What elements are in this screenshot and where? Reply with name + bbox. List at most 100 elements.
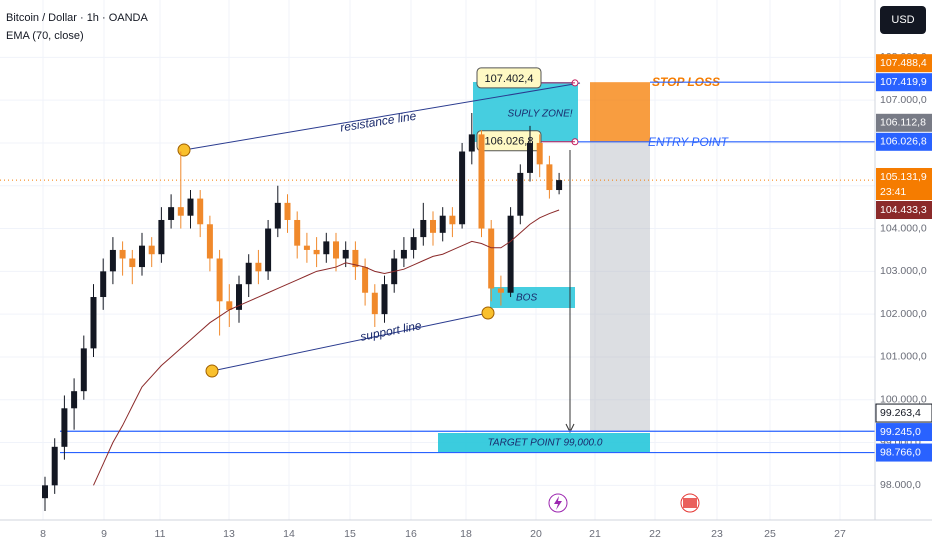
candle-body bbox=[245, 262, 252, 285]
candle-body bbox=[420, 219, 427, 238]
event-icon bbox=[554, 496, 562, 510]
x-tick-label: 13 bbox=[223, 528, 235, 540]
candle-body bbox=[226, 301, 233, 310]
price-label-box bbox=[876, 167, 932, 200]
candle-body bbox=[119, 249, 126, 259]
price-label-box bbox=[876, 113, 932, 132]
candle-body bbox=[187, 198, 194, 216]
price-label-box bbox=[876, 132, 932, 151]
x-tick-label: 22 bbox=[649, 528, 661, 540]
price-label-box bbox=[876, 54, 932, 73]
candle-body bbox=[439, 215, 446, 233]
pivot bbox=[481, 306, 495, 320]
candle-body bbox=[556, 180, 563, 191]
x-tick-label: 23 bbox=[711, 528, 723, 540]
candle-body bbox=[400, 249, 407, 259]
x-tick-label: 18 bbox=[460, 528, 472, 540]
candle-body bbox=[294, 219, 301, 246]
support-line bbox=[211, 312, 489, 372]
candle-body bbox=[468, 134, 475, 152]
axes: 98.000,099.000,0100.000,0101.000,0102.00… bbox=[40, 51, 932, 540]
candle-body bbox=[352, 249, 359, 268]
pivot bbox=[177, 143, 191, 157]
candle-body bbox=[410, 237, 417, 250]
price-label: 107.419,9 bbox=[880, 76, 927, 88]
candle-body bbox=[129, 258, 136, 268]
candle-body bbox=[527, 142, 533, 173]
candle-body bbox=[381, 284, 388, 315]
price-label: 106.026,8 bbox=[880, 136, 927, 148]
candle-body bbox=[71, 391, 78, 409]
x-tick-label: 20 bbox=[530, 528, 542, 540]
candle-body bbox=[459, 151, 466, 225]
resistance-line bbox=[183, 82, 581, 151]
price-label-box bbox=[876, 73, 932, 92]
candle-body bbox=[158, 219, 165, 255]
candle-body bbox=[177, 207, 184, 216]
candle-body bbox=[488, 228, 495, 289]
candle-body bbox=[430, 219, 436, 233]
price-label-box bbox=[876, 423, 932, 442]
candle-body bbox=[265, 228, 272, 272]
candle-body bbox=[197, 198, 204, 225]
candle-body bbox=[333, 241, 339, 259]
candle-body bbox=[371, 292, 378, 315]
bos-label: BOS bbox=[516, 293, 537, 304]
candle-body bbox=[236, 284, 242, 310]
target-label: TARGET POINT 99,000.0 bbox=[488, 438, 603, 449]
callout-label: 106.026,8 bbox=[485, 136, 534, 148]
candle-body bbox=[206, 224, 213, 259]
candle-body bbox=[546, 164, 553, 191]
candle-body bbox=[478, 134, 485, 229]
ema-line bbox=[93, 209, 560, 486]
price-label: 99.263,4 bbox=[880, 407, 921, 419]
x-tick-label: 15 bbox=[344, 528, 356, 540]
price-label: 99.245,0 bbox=[880, 426, 921, 438]
candle-body bbox=[51, 446, 58, 486]
supply-label: SUPLY ZONE! bbox=[507, 109, 572, 120]
price-label-box bbox=[875, 403, 932, 423]
y-tick-label: 104.000,0 bbox=[880, 222, 927, 234]
price-label-box bbox=[876, 200, 932, 219]
candle-body bbox=[536, 142, 543, 165]
price-label: 105.131,9 bbox=[880, 171, 927, 183]
y-tick-label: 107.000,0 bbox=[880, 94, 927, 106]
currency[interactable]: USD bbox=[891, 14, 914, 26]
candle-body bbox=[497, 288, 504, 293]
y-tick-label: 98.000,0 bbox=[880, 479, 921, 491]
candle-body bbox=[139, 245, 145, 268]
currency-button[interactable] bbox=[880, 6, 926, 34]
arrow-head bbox=[565, 423, 575, 434]
candle-body bbox=[517, 172, 524, 216]
y-tick-label: 102.000,0 bbox=[880, 308, 927, 320]
price-label: 107.488,4 bbox=[880, 57, 927, 69]
x-tick-label: 16 bbox=[405, 528, 417, 540]
candle-body bbox=[148, 245, 155, 255]
stop-zone bbox=[590, 82, 650, 142]
candle-body bbox=[284, 202, 291, 220]
candle-body bbox=[342, 249, 349, 259]
price-label: 104.433,3 bbox=[880, 204, 927, 216]
target-zone bbox=[590, 141, 650, 432]
callout-box bbox=[476, 130, 542, 152]
price-label: 106.112,8 bbox=[880, 117, 926, 129]
indicator-label: EMA (70, close) bbox=[6, 30, 84, 42]
candle-body bbox=[449, 215, 456, 225]
candle-body bbox=[323, 241, 330, 255]
y-tick-label: 103.000,0 bbox=[880, 265, 927, 277]
candle-body bbox=[507, 215, 514, 293]
candle-body bbox=[362, 267, 369, 293]
x-tick-label: 11 bbox=[155, 528, 166, 540]
target-zone bbox=[438, 433, 650, 453]
x-tick-label: 14 bbox=[283, 528, 295, 540]
chart-title: Bitcoin / Dollar · 1h · OANDA bbox=[6, 12, 148, 24]
drawings: resistance line support line SUPLY ZONE!… bbox=[177, 67, 730, 453]
candle-body bbox=[42, 485, 48, 499]
candle-body bbox=[80, 348, 87, 392]
candle-body bbox=[168, 207, 175, 220]
candle-body bbox=[303, 245, 310, 250]
callout-box bbox=[476, 67, 542, 89]
candle-body bbox=[100, 271, 107, 298]
candle-body bbox=[313, 249, 320, 255]
